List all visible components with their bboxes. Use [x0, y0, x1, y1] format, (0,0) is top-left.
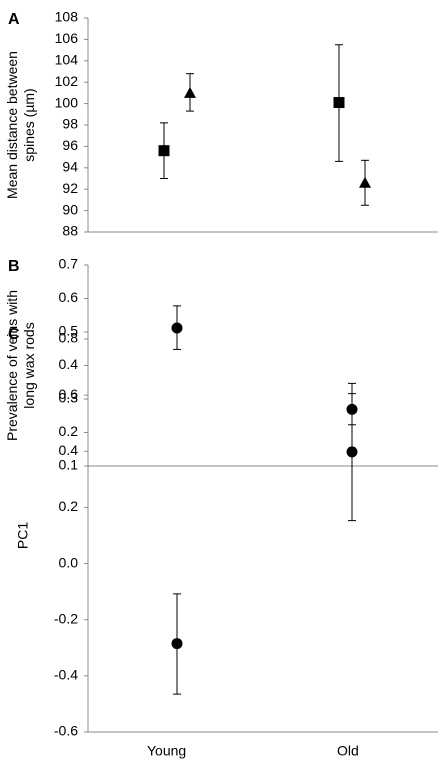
- y-tick-label: 92: [62, 180, 78, 196]
- y-tick-label: 0.2: [59, 498, 79, 514]
- data-point-triangle: [184, 86, 196, 98]
- y-tick-label: 108: [55, 9, 79, 25]
- y-tick-label: 0.8: [59, 330, 79, 346]
- data-point-square: [158, 145, 170, 157]
- y-tick-label: 88: [62, 223, 78, 239]
- panel-letter: C: [8, 326, 20, 343]
- y-axis-title: spines (µm): [21, 88, 37, 161]
- x-tick-label-young: Young: [147, 743, 186, 759]
- y-axis-title: long wax rods: [21, 322, 37, 408]
- y-tick-label: 0.4: [59, 356, 79, 372]
- y-tick-label: -0.2: [54, 610, 78, 626]
- panel-c: C -0.6 -0.4 -0.2 0.0 0.2 0.4 0.6 0.8 PC1: [8, 326, 438, 739]
- y-tick-label: 102: [55, 73, 79, 89]
- panel-b: B 0.1 0.2 0.3 0.4 0.5 0.6 0.7 Prevalence of vein…: [4, 256, 438, 473]
- y-tick-label: 0.1: [59, 457, 79, 473]
- y-tick-label: 90: [62, 201, 78, 217]
- data-point-square: [333, 97, 345, 109]
- panel-letter: B: [8, 258, 20, 275]
- y-axis-title: Prevalence of veins with: [4, 290, 20, 441]
- y-tick-label: 98: [62, 116, 78, 132]
- y-tick-label: 0.6: [59, 386, 79, 402]
- data-point-circle: [346, 446, 358, 458]
- y-tick-label: 104: [55, 52, 79, 68]
- x-tick-label-old: Old: [337, 743, 359, 759]
- data-point-circle: [171, 322, 183, 334]
- y-axis-title: Mean distance between: [4, 51, 20, 199]
- y-tick-label: 0.3: [59, 390, 79, 406]
- y-tick-label: 94: [62, 159, 78, 175]
- y-tick-label: 0.2: [59, 423, 79, 439]
- y-tick-label: -0.6: [54, 723, 78, 739]
- y-tick-label: 0.6: [59, 289, 79, 305]
- y-tick-label: 106: [55, 30, 79, 46]
- y-tick-label: 100: [55, 94, 79, 110]
- y-tick-label: -0.4: [54, 667, 78, 683]
- y-tick-label: 0.5: [59, 323, 79, 339]
- y-axis-title: PC1: [15, 522, 31, 549]
- data-point-circle: [171, 638, 183, 650]
- y-tick-label: 0.0: [59, 554, 79, 570]
- panel-a: A 88 90 92 94 96 98 100 102 104 106 108 Mean distanc…: [4, 9, 438, 239]
- data-point-triangle: [359, 176, 371, 188]
- y-tick-label: 96: [62, 137, 78, 153]
- panel-letter: A: [8, 11, 20, 28]
- y-tick-label: 0.7: [59, 256, 79, 272]
- y-tick-label: 0.4: [59, 442, 79, 458]
